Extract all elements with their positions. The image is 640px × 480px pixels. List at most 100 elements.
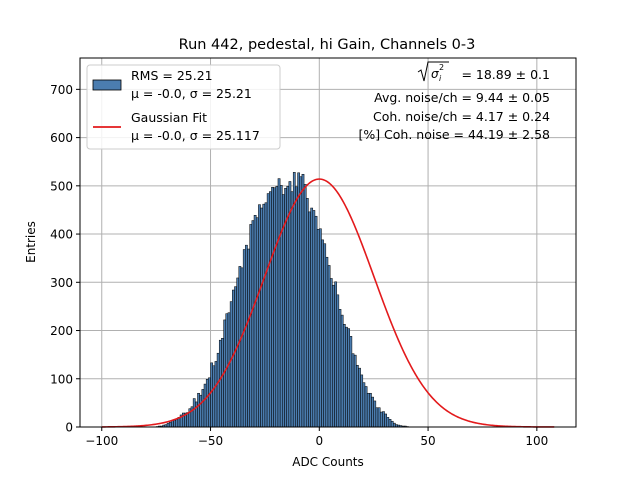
- histogram-bar: [234, 286, 237, 428]
- x-tick-label: 50: [420, 434, 435, 448]
- histogram-bar: [308, 211, 311, 428]
- histogram-bar: [203, 383, 207, 428]
- legend-fit-label: Gaussian Fit: [131, 110, 207, 125]
- histogram-bar: [321, 239, 324, 428]
- histogram-bar: [236, 277, 240, 428]
- histogram-bar: [210, 362, 213, 428]
- svg-text:σ: σ: [431, 67, 439, 81]
- histogram-bar: [173, 419, 176, 428]
- histogram-bar: [273, 187, 277, 428]
- histogram-bar: [269, 191, 272, 428]
- histogram-bar: [171, 420, 174, 428]
- annotation-coh-noise-percent: [%] Coh. noise = 44.19 ± 2.58: [358, 127, 550, 142]
- y-tick-label: 400: [50, 228, 73, 242]
- histogram-bar: [353, 354, 357, 428]
- histogram-bar: [258, 204, 261, 428]
- histogram-bar: [342, 324, 346, 428]
- histogram-bar: [384, 413, 387, 428]
- histogram-bar: [356, 365, 359, 428]
- sqrt-sigma-symbol: σ i 2: [417, 61, 449, 83]
- annotation-avg-noise: Avg. noise/ch = 9.44 ± 0.05: [374, 90, 550, 105]
- histogram-bar: [262, 203, 266, 428]
- svg-text:i: i: [439, 74, 442, 83]
- histogram-bar: [286, 186, 290, 428]
- plot-frame: [79, 57, 577, 428]
- y-tick-label: 500: [50, 179, 73, 193]
- histogram-bar: [310, 207, 314, 428]
- x-tick-label: 100: [525, 434, 548, 448]
- legend-histogram-sublabel: μ = -0.0, σ = 25.21: [131, 86, 252, 101]
- histogram-bar: [253, 214, 257, 428]
- histogram-bar: [366, 392, 370, 428]
- histogram-bar: [316, 228, 320, 428]
- annotation-coh-noise: Coh. noise/ch = 4.17 ± 0.24: [373, 109, 550, 124]
- histogram-bar: [301, 173, 305, 428]
- histogram-bars: [155, 172, 409, 428]
- histogram-bar: [240, 267, 244, 428]
- histogram-bar: [388, 419, 392, 428]
- histogram-bar: [364, 386, 368, 428]
- y-tick-label: 200: [50, 324, 73, 338]
- histogram-bar: [325, 256, 329, 428]
- histogram-bar: [221, 337, 224, 428]
- histogram-bar: [251, 220, 255, 428]
- histogram-bar: [345, 326, 348, 428]
- x-tick-label: −50: [198, 434, 223, 448]
- gaussian-fit-curve: [101, 178, 555, 428]
- histogram-bar: [288, 181, 292, 428]
- histogram-bar: [295, 186, 298, 428]
- histogram-bar: [218, 339, 222, 428]
- histogram-bar: [303, 184, 307, 428]
- histogram-bar: [382, 411, 385, 428]
- histogram-bar: [347, 328, 351, 428]
- histogram-bar: [393, 422, 396, 428]
- chart-title: Run 442, pedestal, hi Gain, Channels 0-3: [179, 37, 476, 53]
- histogram-bar: [371, 396, 374, 428]
- histogram-bar: [275, 186, 279, 428]
- histogram-bar: [232, 289, 235, 428]
- histogram-bar: [386, 417, 390, 428]
- histogram-bar: [377, 407, 381, 428]
- y-axis-ticks: 0 100 200 300 400 500 600 700: [50, 83, 80, 435]
- x-axis-ticks: −100 −50 0 50 100: [85, 427, 548, 448]
- histogram-bar: [290, 191, 294, 428]
- histogram-bar: [238, 266, 242, 428]
- histogram-bar: [297, 172, 300, 428]
- histogram-bar: [336, 294, 340, 428]
- histogram-bar: [247, 248, 250, 428]
- histogram-bar: [279, 185, 283, 428]
- histogram-bar: [266, 193, 270, 428]
- histogram-bar: [227, 312, 231, 428]
- histogram-bar: [168, 421, 172, 428]
- histogram-bar: [208, 377, 211, 428]
- histogram-bar: [329, 278, 333, 428]
- histogram-bar: [199, 394, 203, 428]
- histogram-bar: [358, 367, 361, 428]
- histogram-bar: [327, 265, 331, 428]
- histogram-bar: [369, 392, 372, 428]
- histogram-bar: [201, 389, 205, 428]
- histogram-bar: [299, 176, 303, 428]
- histogram-bar: [166, 422, 170, 428]
- histogram-bar: [351, 353, 355, 428]
- histogram-bar: [332, 284, 335, 428]
- histogram-bar: [319, 228, 322, 428]
- histogram-bar: [314, 215, 318, 428]
- histogram-bar: [277, 178, 281, 428]
- histogram-bar: [175, 419, 179, 428]
- histogram-bar: [373, 400, 377, 428]
- histogram-bar: [229, 301, 233, 428]
- histogram-bar: [205, 378, 209, 428]
- histogram-bar: [214, 361, 218, 428]
- histogram-bar: [362, 382, 366, 428]
- histogram-bar: [292, 172, 296, 428]
- legend-histogram-swatch: [92, 79, 122, 91]
- x-tick-label: 0: [315, 434, 323, 448]
- histogram-bar: [242, 249, 246, 428]
- histogram-bar: [305, 198, 309, 428]
- histogram-bar: [216, 352, 220, 428]
- histogram-bar: [312, 210, 316, 428]
- y-tick-label: 0: [65, 421, 73, 435]
- histogram-bar: [334, 281, 337, 428]
